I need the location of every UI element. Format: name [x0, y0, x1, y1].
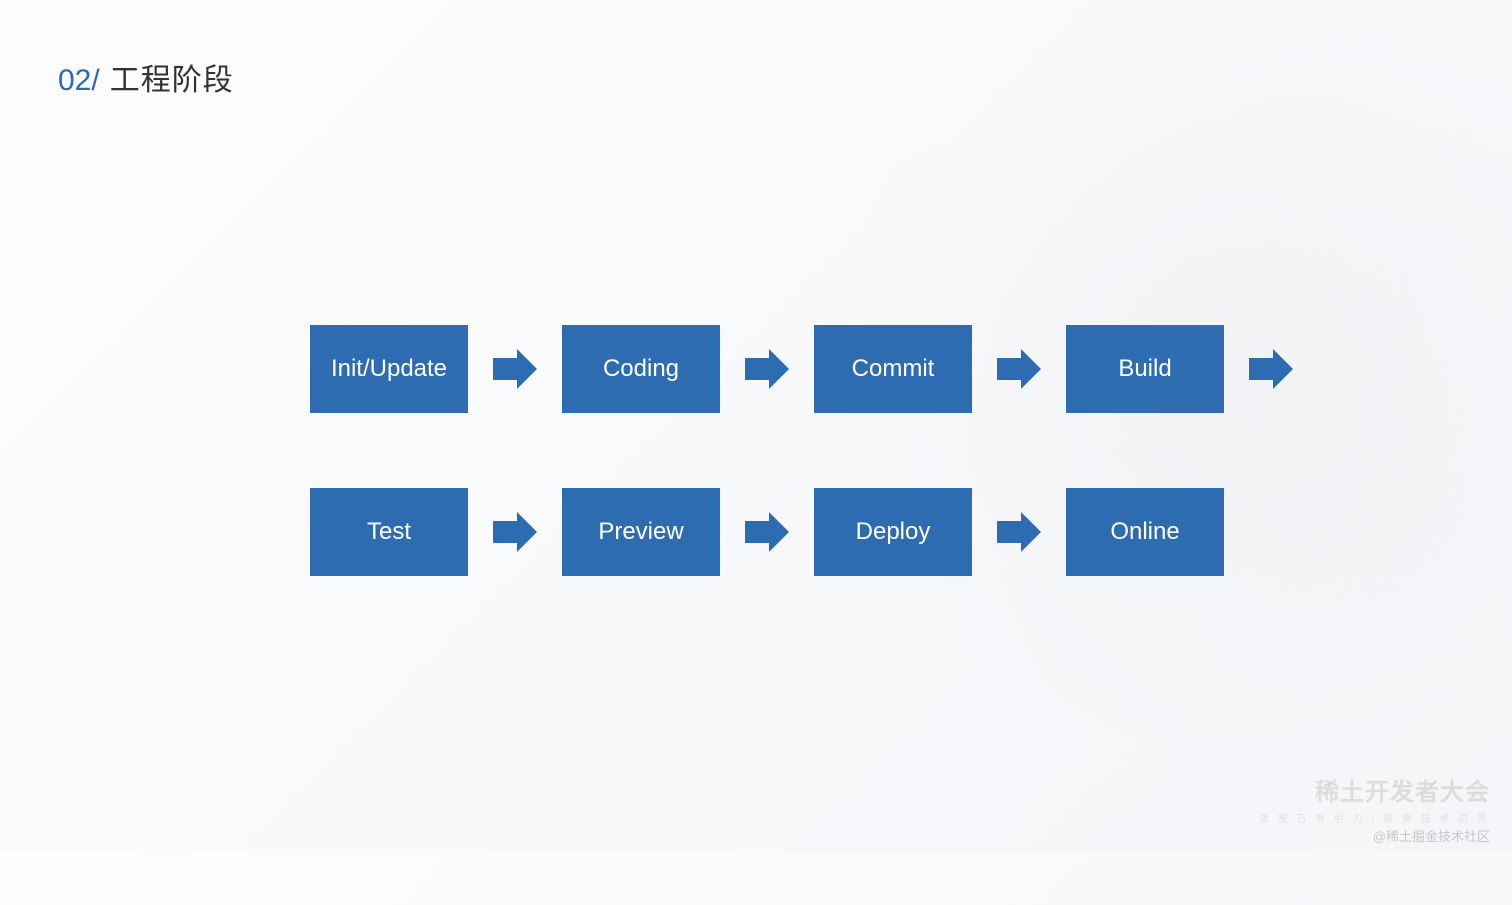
watermark-subtitle: 激 发 万 有 引 力 / 探 索 技 术 边 界 [1259, 810, 1490, 825]
arrow-right-icon [745, 512, 789, 552]
flow-row-2: Test Preview Deploy Online [310, 488, 1293, 576]
flow-box-build: Build [1066, 325, 1224, 413]
flow-box-deploy: Deploy [814, 488, 972, 576]
flow-box-coding: Coding [562, 325, 720, 413]
arrow-right-icon [493, 349, 537, 389]
slide-number: 02/ [58, 64, 100, 98]
engineering-flowchart: Init/Update Coding Commit Build Test Pre… [310, 325, 1293, 576]
arrow-right-icon [997, 349, 1041, 389]
arrow-right-icon [997, 512, 1041, 552]
arrow-right-icon [493, 512, 537, 552]
arrow-right-icon [1249, 349, 1293, 389]
flow-box-test: Test [310, 488, 468, 576]
arrow-right-icon [745, 349, 789, 389]
flow-box-online: Online [1066, 488, 1224, 576]
flow-box-preview: Preview [562, 488, 720, 576]
flow-row-1: Init/Update Coding Commit Build [310, 325, 1293, 413]
flow-box-commit: Commit [814, 325, 972, 413]
watermark-credit: @稀土掘金技术社区 [1373, 826, 1490, 845]
slide-header: 02/ 工程阶段 [58, 55, 234, 99]
watermark-logo: 稀土开发者大会 [1315, 772, 1490, 807]
flow-box-init-update: Init/Update [310, 325, 468, 413]
slide-title: 工程阶段 [110, 55, 234, 99]
